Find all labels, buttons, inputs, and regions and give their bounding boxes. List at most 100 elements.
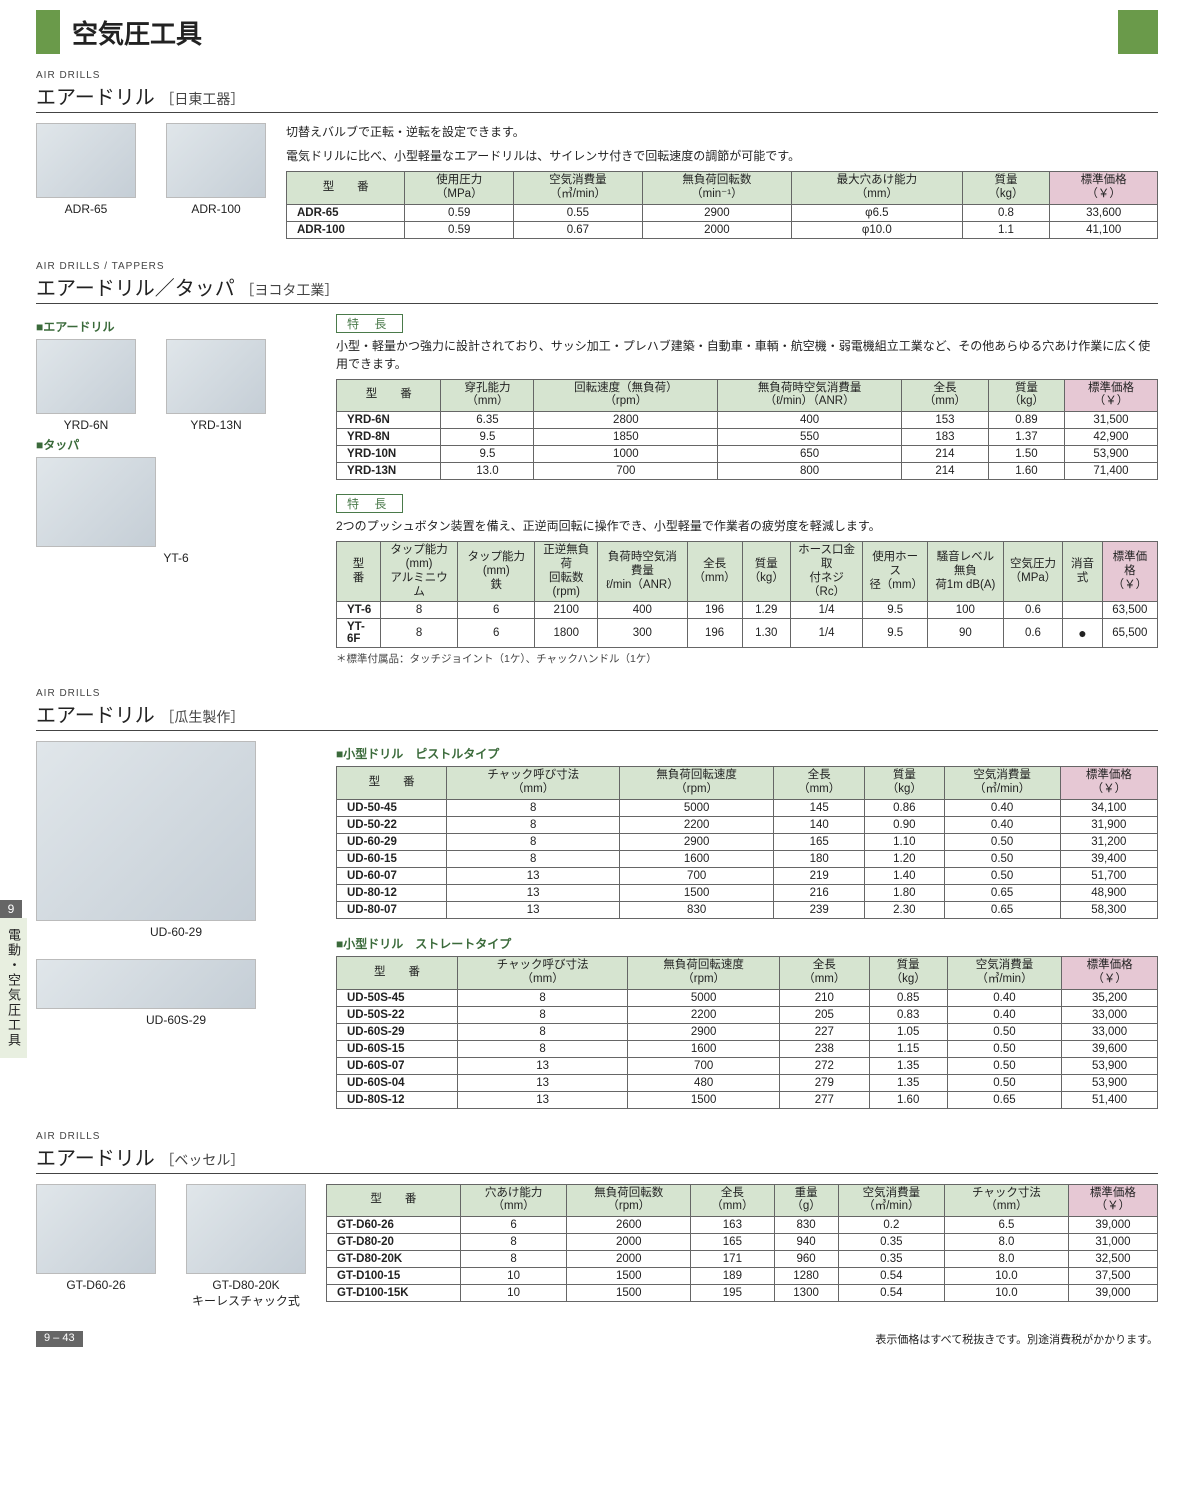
table-cell: 53,900 <box>1062 1074 1158 1091</box>
description: 2つのプッシュボタン装置を備え、正逆両回転に操作でき、小型軽量で作業者の疲労度を… <box>336 517 1158 535</box>
table-cell: 940 <box>774 1234 838 1251</box>
table-cell: 39,600 <box>1062 1040 1158 1057</box>
table-cell: 0.6 <box>1003 619 1063 648</box>
table-cell: 8 <box>457 1023 627 1040</box>
table-cell: 0.89 <box>988 412 1064 429</box>
product-image <box>36 339 136 414</box>
table-cell: 210 <box>780 989 870 1006</box>
table-cell: 1.30 <box>742 619 790 648</box>
table-cell: 71,400 <box>1064 463 1157 480</box>
table-cell: 0.83 <box>869 1006 947 1023</box>
table-cell: 0.55 <box>514 204 643 221</box>
col-header: 無負荷回転速度 （rpm） <box>628 956 780 989</box>
table-cell: 58,300 <box>1060 901 1157 918</box>
col-header: 空気圧力 （MPa） <box>1003 542 1063 602</box>
table-cell: 6 <box>458 602 535 619</box>
col-header: 全長 （mm） <box>780 956 870 989</box>
table-row: YT-6F8618003001961.301/49.5900.6●65,500 <box>337 619 1158 648</box>
table-cell: 239 <box>774 901 865 918</box>
table-cell: 238 <box>780 1040 870 1057</box>
table-cell: 1280 <box>774 1268 838 1285</box>
table-cell: 0.6 <box>1003 602 1063 619</box>
col-header: 騒音レベル無負 荷1m dB(A) <box>928 542 1004 602</box>
table-cell: 1.60 <box>988 463 1064 480</box>
table-cell: 1850 <box>534 429 718 446</box>
table-cell: 2600 <box>567 1217 691 1234</box>
sub-heading: 小型ドリル ピストルタイプ <box>336 745 499 762</box>
table-cell: UD-60-07 <box>337 867 447 884</box>
table-cell: 227 <box>780 1023 870 1040</box>
table-cell: 1800 <box>535 619 598 648</box>
table-cell: φ10.0 <box>792 221 962 238</box>
table-cell: 31,200 <box>1060 833 1157 850</box>
col-header: 質量 （kg） <box>865 767 944 800</box>
table-cell: 34,100 <box>1060 799 1157 816</box>
col-header: 空気消費量 （㎥/min） <box>944 767 1060 800</box>
table-cell: 2000 <box>642 221 791 238</box>
table-cell: 8 <box>457 1040 627 1057</box>
table-cell: GT-D100-15K <box>327 1285 461 1302</box>
table-cell: 180 <box>774 850 865 867</box>
table-cell: 9.5 <box>441 429 534 446</box>
table-cell: 165 <box>774 833 865 850</box>
table-cell: 2100 <box>535 602 598 619</box>
table-cell: 650 <box>718 446 902 463</box>
table-cell: YT-6F <box>337 619 381 648</box>
table-cell: UD-80-12 <box>337 884 447 901</box>
product-image <box>36 1184 156 1274</box>
col-header: 型 番 <box>337 767 447 800</box>
table-row: UD-60S-04134802791.350.5053,900 <box>337 1074 1158 1091</box>
table-cell <box>1063 602 1102 619</box>
table-cell: 5000 <box>628 989 780 1006</box>
side-tab-num: 9 <box>0 900 22 918</box>
table-cell: φ6.5 <box>792 204 962 221</box>
product-image <box>36 123 136 198</box>
table-cell: UD-60-15 <box>337 850 447 867</box>
table-cell: UD-60-29 <box>337 833 447 850</box>
table-cell: 8 <box>447 850 620 867</box>
table-cell: 8 <box>457 989 627 1006</box>
table-cell: ● <box>1063 619 1102 648</box>
col-header: 質量 （kg） <box>988 379 1064 412</box>
image-caption: YRD-6N <box>36 418 136 432</box>
table-cell: 42,900 <box>1064 429 1157 446</box>
spec-table-yokota-tap: 型 番タップ能力(mm) アルミニウムタップ能力(mm) 鉄正逆無負荷 回転数(… <box>336 541 1158 648</box>
spec-table-yokota-drill: 型 番穿孔能力 （mm）回転速度（無負荷） （rpm）無負荷時空気消費量 （ℓ/… <box>336 379 1158 481</box>
table-cell: 1500 <box>567 1285 691 1302</box>
table-cell: 0.50 <box>944 833 1060 850</box>
table-row: YRD-6N6.3528004001530.8931,500 <box>337 412 1158 429</box>
table-cell: 0.54 <box>838 1285 945 1302</box>
table-row: UD-50-45850001450.860.4034,100 <box>337 799 1158 816</box>
col-header: 回転速度（無負荷） （rpm） <box>534 379 718 412</box>
col-header: タップ能力(mm) アルミニウム <box>380 542 457 602</box>
table-cell: 0.65 <box>947 1091 1061 1108</box>
section-yokota: AIR DRILLS / TAPPERS エアードリル／タッパ ［ヨコタ工業］ … <box>36 261 1158 667</box>
table-cell: 1.35 <box>869 1074 947 1091</box>
table-cell: 830 <box>774 1217 838 1234</box>
table-cell: 2900 <box>628 1023 780 1040</box>
table-cell: 6.35 <box>441 412 534 429</box>
table-cell: 300 <box>598 619 687 648</box>
col-header: 型 番 <box>327 1184 461 1217</box>
col-header: チャック呼び寸法 （mm） <box>457 956 627 989</box>
table-cell: 13.0 <box>441 463 534 480</box>
table-cell: 9.5 <box>441 446 534 463</box>
table-cell: UD-60S-07 <box>337 1057 458 1074</box>
side-tab: 9 電動・空気圧工具 <box>0 900 22 1058</box>
col-header: 標準価格 （￥） <box>1060 767 1157 800</box>
table-row: UD-60-15816001801.200.5039,400 <box>337 850 1158 867</box>
table-cell: 1600 <box>628 1040 780 1057</box>
table-cell: 196 <box>687 602 742 619</box>
table-cell: 10.0 <box>945 1268 1069 1285</box>
table-cell: 0.35 <box>838 1234 945 1251</box>
table-cell: ADR-100 <box>287 221 405 238</box>
table-row: UD-80-07138302392.300.6558,300 <box>337 901 1158 918</box>
table-cell: 0.50 <box>947 1057 1061 1074</box>
table-cell: 700 <box>628 1057 780 1074</box>
spec-table-uryu-pistol: 型 番チャック呼び寸法 （mm）無負荷回転速度 （rpm）全長 （mm）質量 （… <box>336 766 1158 919</box>
table-cell: 0.54 <box>838 1268 945 1285</box>
table-cell: 31,500 <box>1064 412 1157 429</box>
table-note: ＊標準付属品：タッチジョイント（1ケ）、チャックハンドル（1ケ） <box>336 651 1158 666</box>
table-cell: 2900 <box>642 204 791 221</box>
col-header: 穴あけ能力 （mm） <box>460 1184 567 1217</box>
